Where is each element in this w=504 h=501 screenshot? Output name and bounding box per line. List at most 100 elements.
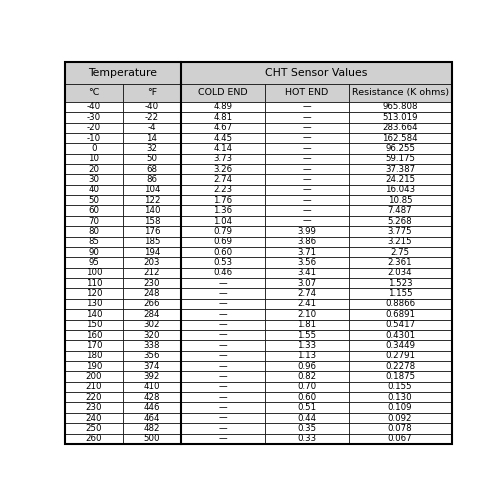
- Bar: [123, 402, 181, 413]
- Text: —: —: [219, 362, 227, 371]
- Bar: [181, 154, 265, 164]
- Bar: [349, 402, 452, 413]
- Text: 1.76: 1.76: [213, 196, 232, 205]
- Text: 338: 338: [144, 341, 160, 350]
- Text: Resistance (K ohms): Resistance (K ohms): [351, 89, 449, 98]
- Text: 0.53: 0.53: [213, 258, 232, 267]
- Bar: [349, 112, 452, 123]
- Bar: [123, 216, 181, 226]
- Bar: [123, 413, 181, 423]
- Bar: [181, 268, 265, 278]
- Text: 70: 70: [89, 216, 99, 225]
- Bar: [65, 174, 123, 185]
- Bar: [123, 247, 181, 258]
- Text: 20: 20: [89, 165, 99, 174]
- Text: 24.215: 24.215: [385, 175, 415, 184]
- Text: —: —: [302, 144, 311, 153]
- Text: 240: 240: [86, 413, 102, 422]
- Text: 392: 392: [144, 372, 160, 381]
- Text: Temperature: Temperature: [89, 68, 157, 78]
- Bar: [265, 84, 349, 102]
- Bar: [265, 236, 349, 247]
- Text: 0.4301: 0.4301: [385, 331, 415, 340]
- Bar: [349, 143, 452, 154]
- Bar: [265, 423, 349, 433]
- Text: 180: 180: [86, 351, 102, 360]
- Bar: [265, 226, 349, 236]
- Bar: [349, 133, 452, 143]
- Bar: [265, 371, 349, 382]
- Text: 2.74: 2.74: [213, 175, 232, 184]
- Bar: [181, 216, 265, 226]
- Text: 0.2791: 0.2791: [385, 351, 415, 360]
- Text: 59.175: 59.175: [385, 154, 415, 163]
- Text: 4.67: 4.67: [213, 123, 232, 132]
- Bar: [123, 123, 181, 133]
- Bar: [349, 174, 452, 185]
- Bar: [265, 330, 349, 340]
- Bar: [123, 143, 181, 154]
- Text: 302: 302: [144, 320, 160, 329]
- Bar: [349, 299, 452, 309]
- Bar: [349, 185, 452, 195]
- Bar: [65, 154, 123, 164]
- Bar: [123, 361, 181, 371]
- Bar: [181, 112, 265, 123]
- Bar: [265, 195, 349, 205]
- Text: 3.56: 3.56: [297, 258, 316, 267]
- Text: 446: 446: [144, 403, 160, 412]
- Text: —: —: [219, 341, 227, 350]
- Bar: [65, 112, 123, 123]
- Text: 428: 428: [144, 393, 160, 402]
- Bar: [181, 289, 265, 299]
- Text: —: —: [302, 206, 311, 215]
- Text: 266: 266: [144, 300, 160, 309]
- Text: 14: 14: [147, 134, 157, 143]
- Text: 3.775: 3.775: [388, 227, 412, 236]
- Text: —: —: [219, 331, 227, 340]
- Bar: [349, 309, 452, 320]
- Bar: [123, 382, 181, 392]
- Bar: [65, 226, 123, 236]
- Text: 203: 203: [144, 258, 160, 267]
- Bar: [123, 174, 181, 185]
- Text: 0.82: 0.82: [297, 372, 316, 381]
- Text: 2.10: 2.10: [297, 310, 316, 319]
- Text: 210: 210: [86, 382, 102, 391]
- Bar: [265, 289, 349, 299]
- Bar: [181, 299, 265, 309]
- Text: 248: 248: [144, 289, 160, 298]
- Bar: [65, 185, 123, 195]
- Text: 0.96: 0.96: [297, 362, 316, 371]
- Bar: [123, 133, 181, 143]
- Text: 4.45: 4.45: [213, 134, 232, 143]
- Text: 90: 90: [89, 247, 99, 257]
- Text: 0.1875: 0.1875: [385, 372, 415, 381]
- Text: 1.36: 1.36: [213, 206, 232, 215]
- Text: °C: °C: [88, 89, 100, 98]
- Text: 1.13: 1.13: [297, 351, 316, 360]
- Bar: [181, 278, 265, 289]
- Bar: [181, 205, 265, 216]
- Text: 185: 185: [144, 237, 160, 246]
- Text: 3.86: 3.86: [297, 237, 316, 246]
- Text: 464: 464: [144, 413, 160, 422]
- Bar: [181, 247, 265, 258]
- Text: 1.33: 1.33: [297, 341, 316, 350]
- Text: 0.5417: 0.5417: [385, 320, 415, 329]
- Bar: [123, 185, 181, 195]
- Text: 122: 122: [144, 196, 160, 205]
- Bar: [265, 278, 349, 289]
- Bar: [65, 382, 123, 392]
- Text: 212: 212: [144, 269, 160, 278]
- Text: 230: 230: [86, 403, 102, 412]
- Text: 3.26: 3.26: [213, 165, 232, 174]
- Text: 0.70: 0.70: [297, 382, 316, 391]
- Text: 3.71: 3.71: [297, 247, 316, 257]
- Text: —: —: [302, 196, 311, 205]
- Text: 320: 320: [144, 331, 160, 340]
- Text: 0.3449: 0.3449: [385, 341, 415, 350]
- Bar: [65, 299, 123, 309]
- Text: -10: -10: [87, 134, 101, 143]
- Text: 260: 260: [86, 434, 102, 443]
